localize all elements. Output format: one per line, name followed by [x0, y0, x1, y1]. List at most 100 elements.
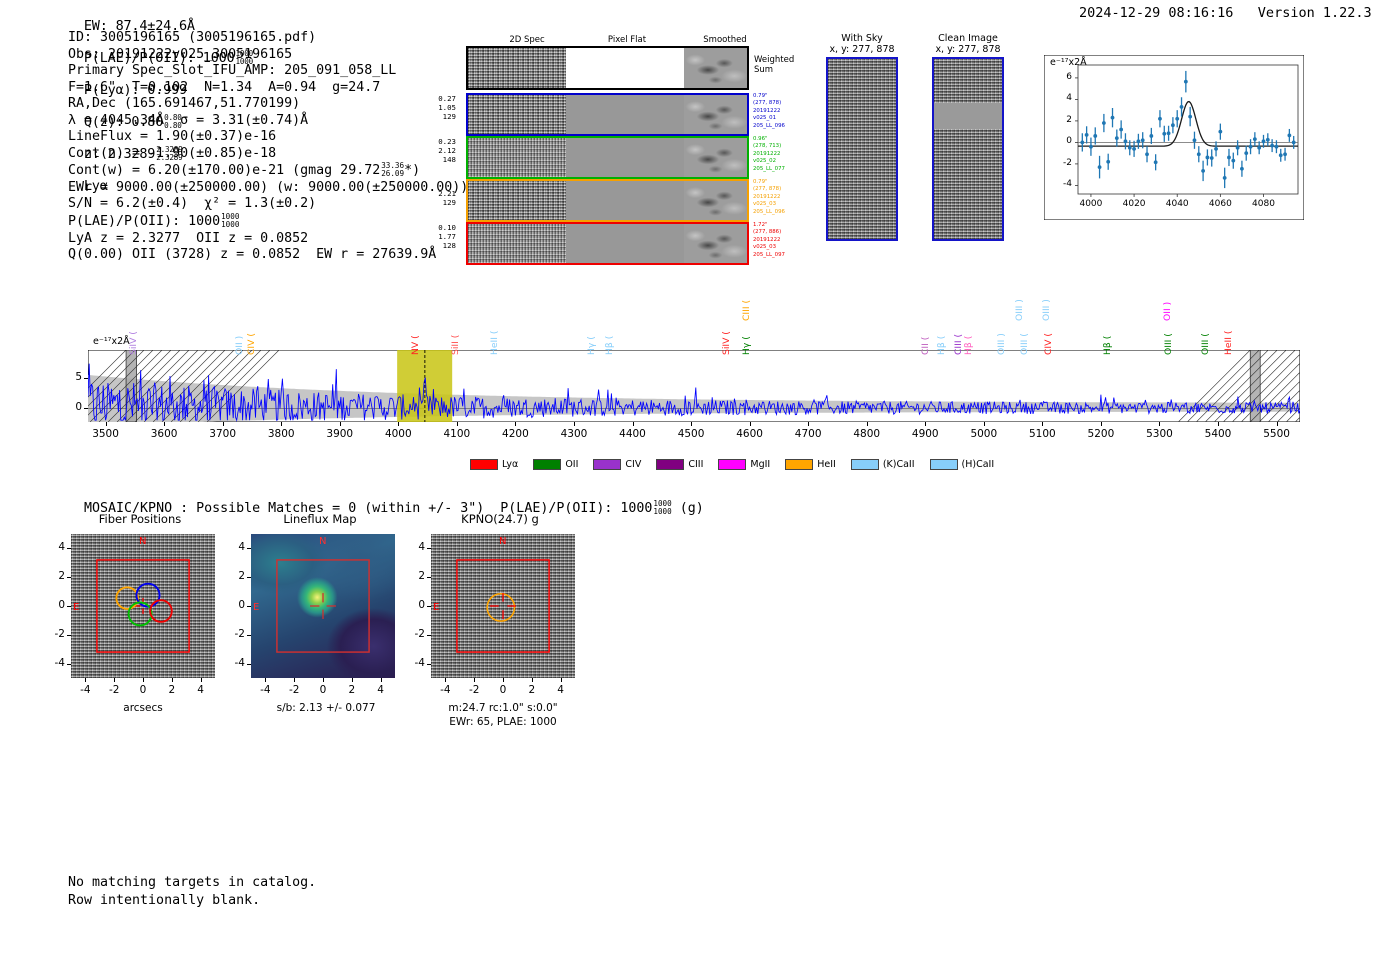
fiber-row-1-2dspec	[468, 95, 566, 134]
fiber-row-3-smoothed	[684, 181, 747, 220]
header-plya: P(Lyα): 0.999	[83, 82, 187, 98]
spectrum-xtick-5200: 5200	[1087, 428, 1115, 440]
panel-0-ytick-4: 4	[58, 541, 65, 554]
spectrum-xtick-mark	[691, 422, 693, 426]
panel-1-xtick--2: -2	[288, 684, 300, 696]
panel-0-xtick-mark	[143, 678, 144, 682]
fit-ytick-0: 0	[1066, 136, 1072, 147]
fiber-row-2-2dspec	[468, 138, 566, 177]
panel-0-xtick-mark	[114, 678, 116, 682]
legend-swatch-7	[929, 459, 958, 470]
spectrum-xtick-mark	[1042, 422, 1044, 426]
imaging-plae-fraction: 1000 1000	[653, 499, 672, 516]
fit-xtick-4060: 4060	[1208, 199, 1232, 209]
cutout-clean-image	[932, 57, 1004, 241]
emission-line-label-6: Hγ (	[585, 336, 597, 355]
spectrum-xtick-mark	[808, 422, 810, 426]
spectrum-xtick-mark	[456, 422, 458, 426]
spectrum-xtick-mark	[515, 422, 517, 426]
emission-line-label-10: CIII (	[740, 299, 752, 321]
panel-2-xtick--2: -2	[468, 684, 480, 696]
panel-lineflux-map-title: Lineflux Map	[283, 512, 357, 526]
emission-line-label-15: OIII )	[995, 333, 1007, 355]
panel-2-ytick-mark	[427, 634, 431, 636]
emission-line-label-18: OIII )	[1041, 299, 1053, 321]
weighted-sum-pixelflat	[566, 48, 684, 88]
footer-line-1: No matching targets in catalog.	[68, 875, 317, 890]
panel-lineflux-map: Lineflux Map N E s/b: 2.13 +/- 0.077	[245, 512, 395, 714]
spectrum-xtick-5300: 5300	[1146, 428, 1173, 440]
fiber-row-1	[466, 93, 749, 136]
compass-north-1: N	[139, 536, 147, 547]
emission-line-label-5: HeII (	[489, 330, 501, 356]
fiber-positions-overlay	[96, 559, 190, 653]
fiber-row-4-pixelflat	[566, 224, 684, 263]
spectrum-xtick-mark	[398, 422, 400, 426]
panel-0-xtick--4: -4	[80, 684, 91, 696]
fit-units-label: e⁻¹⁷x2Å	[1050, 57, 1087, 68]
cutout-with-sky-image	[826, 57, 898, 241]
panel-fiber-positions-title: Fiber Positions	[98, 512, 182, 526]
panel-1-xtick-mark	[380, 678, 382, 682]
emission-line-label-3: NV (	[410, 335, 422, 355]
panel-0-xtick-2: 2	[168, 684, 176, 696]
panel-2-ytick-mark	[427, 548, 431, 550]
caption-pixel-flat: Pixel Flat	[607, 35, 647, 45]
compass-east-3: E	[433, 602, 440, 613]
fiber-row-1-pixelflat	[566, 95, 684, 134]
spectrum-xtick-3500: 3500	[92, 428, 119, 440]
panel-2-ytick-mark	[427, 606, 431, 607]
spectrum-ytick-mark	[84, 408, 88, 410]
cutout-clean-coords: x, y: 277, 878	[935, 44, 1001, 55]
fiber-row-4-smoothed	[684, 224, 747, 263]
legend-swatch-2	[593, 459, 622, 470]
fit-xtick-4000: 4000	[1079, 199, 1103, 209]
header-plae-oii: P(LAE)/P(OII): 1000	[83, 50, 235, 66]
panel-0-ytick-2: 2	[58, 570, 65, 583]
spectrum-xtick-4500: 4500	[677, 428, 705, 440]
spectrum-xtick-4000: 4000	[384, 428, 412, 440]
panel-2-xtick-0: 0	[499, 684, 507, 696]
legend-label-6: (K)CaII	[882, 459, 915, 470]
spectrum-xtick-4200: 4200	[502, 428, 529, 440]
spectrum-xtick-mark	[1218, 422, 1220, 426]
cutout-clean-image: Clean Image x, y: 277, 878	[932, 33, 1004, 241]
emission-line-label-11: CII (	[920, 336, 932, 355]
compass-north-2: N	[319, 536, 327, 547]
fit-ytick--4: -4	[1063, 179, 1072, 190]
fiber-row-2-pixelflat	[566, 138, 684, 177]
spectrum-ytick-5: 5	[75, 370, 82, 383]
fit-xtick-4080: 4080	[1252, 199, 1275, 209]
spectrum-ytick-mark	[84, 377, 88, 379]
header-qz: Q(z): 0.80	[83, 114, 164, 130]
panel-1-xtick--4: -4	[260, 684, 271, 696]
panel-1-ytick--2: -2	[234, 627, 245, 640]
emission-line-label-0: SiIV (	[128, 331, 140, 355]
info-continuum-wide: Cont(w) = 6.20(±170.00)e-21 (gmag 29.723…	[68, 161, 421, 179]
spectrum-xtick-mark	[164, 422, 166, 426]
cutout-with-sky-title: With Sky	[841, 33, 883, 44]
panel-2-ytick-mark	[427, 663, 431, 665]
panel-0-ytick--2: -2	[54, 627, 65, 640]
spectrum-xtick-mark	[573, 422, 575, 426]
emission-line-label-20: Hβ (	[1101, 335, 1113, 355]
spectrum-xtick-4100: 4100	[443, 428, 471, 440]
fiber-row-4-left-labels: 0.10 1.77 128	[438, 223, 456, 251]
weighted-sum-2dspec	[468, 48, 566, 88]
spectrum-xtick-mark	[281, 422, 283, 426]
cutout-with-sky-coords: x, y: 277, 878	[829, 44, 895, 55]
panel-0-xtick-mark	[200, 678, 202, 682]
panel-1-ytick-mark	[247, 577, 251, 579]
legend-swatch-3	[656, 459, 685, 470]
spectrum-xtick-4700: 4700	[794, 428, 822, 440]
panel-2-xtick-mark	[560, 678, 562, 682]
header-plae-fraction: 1000 1000	[235, 49, 254, 66]
panel-2-xtick-2: 2	[528, 684, 536, 696]
spectrum-xtick-5100: 5100	[1029, 428, 1056, 440]
compass-east-1: E	[73, 602, 80, 613]
legend-label-5: HeII	[817, 459, 836, 470]
legend-label-2: CIV	[625, 459, 642, 470]
emission-line-label-2: CIV (	[245, 333, 257, 355]
spectrum-xtick-3600: 3600	[150, 428, 178, 440]
spectrum-xtick-mark	[339, 422, 341, 426]
